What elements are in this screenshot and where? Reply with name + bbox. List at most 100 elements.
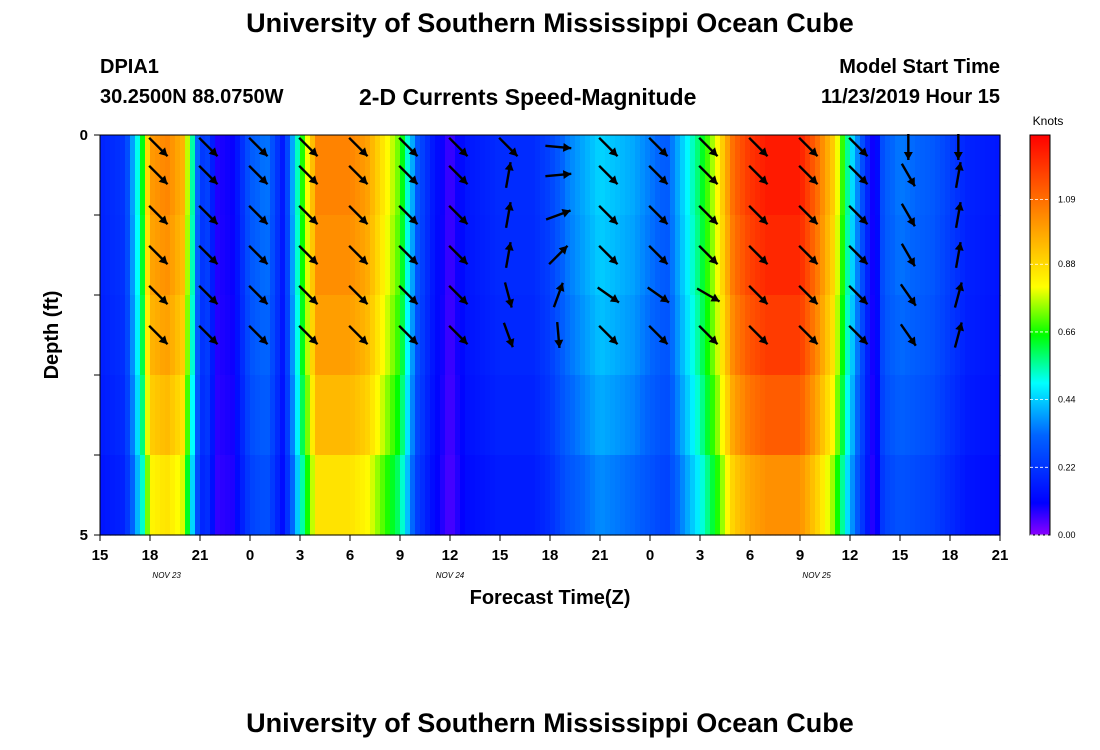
heatmap-cell bbox=[210, 135, 216, 216]
current-vector bbox=[598, 164, 619, 186]
heatmap-cell bbox=[230, 295, 236, 376]
heatmap-cell bbox=[815, 135, 821, 216]
heatmap-cell bbox=[625, 455, 631, 536]
heatmap-cell bbox=[270, 135, 276, 216]
heatmap-cell bbox=[800, 135, 806, 216]
heatmap-cell bbox=[770, 295, 776, 376]
current-vector bbox=[848, 164, 869, 186]
current-vector bbox=[798, 204, 819, 226]
heatmap-cell bbox=[775, 135, 781, 216]
heatmap-cell bbox=[960, 215, 966, 296]
heatmap-cell bbox=[245, 375, 251, 456]
heatmap-cell bbox=[480, 215, 486, 296]
heatmap-cell bbox=[170, 295, 176, 376]
x-tick-label: 0 bbox=[646, 547, 654, 564]
heatmap-cell bbox=[450, 295, 456, 376]
current-vector bbox=[398, 284, 419, 306]
heatmap-cell bbox=[785, 215, 791, 296]
heatmap-cell bbox=[560, 215, 566, 296]
heatmap-cell bbox=[785, 375, 791, 456]
heatmap-cell bbox=[890, 135, 896, 216]
heatmap-cell bbox=[835, 295, 841, 376]
heatmap-cell bbox=[415, 295, 421, 376]
current-vector bbox=[298, 136, 319, 158]
heatmap-cell bbox=[165, 455, 171, 536]
heatmap-cell bbox=[345, 455, 351, 536]
heatmap-cell bbox=[640, 455, 646, 536]
heatmap-cell bbox=[165, 375, 171, 456]
current-vector bbox=[545, 209, 571, 221]
heatmap-cell bbox=[340, 215, 346, 296]
heatmap-cell bbox=[735, 375, 741, 456]
heatmap-cell bbox=[730, 135, 736, 216]
heatmap-cell bbox=[760, 455, 766, 536]
heatmap-cell bbox=[350, 135, 356, 216]
heatmap-cell bbox=[705, 455, 711, 536]
heatmap-cell bbox=[950, 375, 956, 456]
heatmap-cell bbox=[625, 295, 631, 376]
heatmap-cell bbox=[485, 135, 491, 216]
heatmap-cell bbox=[260, 375, 266, 456]
heatmap-cell bbox=[670, 215, 676, 296]
heatmap-cell bbox=[570, 455, 576, 536]
heatmap-cell bbox=[380, 455, 386, 536]
heatmap-cell bbox=[375, 455, 381, 536]
heatmap-cell bbox=[935, 135, 941, 216]
heatmap-cell bbox=[545, 455, 551, 536]
heatmap-cell bbox=[385, 455, 391, 536]
heatmap-cell bbox=[520, 215, 526, 296]
heatmap-cell bbox=[345, 295, 351, 376]
heatmap-cell bbox=[855, 375, 861, 456]
heatmap-cell bbox=[845, 135, 851, 216]
heatmap-cell bbox=[140, 215, 146, 296]
heatmap-cell bbox=[655, 375, 661, 456]
heatmap-cell bbox=[400, 295, 406, 376]
heatmap-cell bbox=[825, 135, 831, 216]
heatmap-cell bbox=[510, 135, 516, 216]
heatmap-cell bbox=[865, 215, 871, 296]
heatmap-cell bbox=[370, 135, 376, 216]
heatmap-cell bbox=[375, 375, 381, 456]
current-vector bbox=[748, 284, 769, 306]
heatmap-cell bbox=[570, 375, 576, 456]
heatmap-cell bbox=[360, 455, 366, 536]
heatmap-cell bbox=[525, 375, 531, 456]
heatmap-cell bbox=[980, 295, 986, 376]
heatmap-cell bbox=[200, 135, 206, 216]
current-vector bbox=[503, 282, 514, 308]
y-axis-label: Depth (ft) bbox=[41, 291, 63, 380]
heatmap-cell bbox=[615, 215, 621, 296]
heatmap-cell bbox=[620, 455, 626, 536]
heatmap-cell bbox=[475, 375, 481, 456]
current-vector bbox=[648, 136, 669, 158]
heatmap-cell bbox=[580, 375, 586, 456]
heatmap-cell bbox=[185, 455, 191, 536]
heatmap-cell bbox=[700, 295, 706, 376]
heatmap-cell bbox=[130, 375, 136, 456]
heatmap-cell bbox=[615, 295, 621, 376]
heatmap-cell bbox=[840, 455, 846, 536]
heatmap-cell bbox=[100, 375, 106, 456]
heatmap-cell bbox=[715, 295, 721, 376]
heatmap-cell bbox=[355, 455, 361, 536]
heatmap-cell bbox=[155, 375, 161, 456]
heatmap-cell bbox=[245, 135, 251, 216]
colorbar-tick-label: 0.88 bbox=[1058, 259, 1076, 269]
heatmap-cell bbox=[350, 215, 356, 296]
heatmap-cell bbox=[225, 375, 231, 456]
heatmap-cell bbox=[180, 455, 186, 536]
heatmap-cell bbox=[435, 455, 441, 536]
heatmap-cell bbox=[815, 295, 821, 376]
heatmap-cell bbox=[750, 455, 756, 536]
heatmap-cell bbox=[245, 455, 251, 536]
heatmap-cell bbox=[870, 135, 876, 216]
heatmap-cell bbox=[415, 215, 421, 296]
heatmap-cell bbox=[430, 375, 436, 456]
heatmap-cell bbox=[395, 455, 401, 536]
heatmap-cell bbox=[440, 375, 446, 456]
heatmap-cell bbox=[765, 375, 771, 456]
current-vector bbox=[698, 324, 719, 346]
heatmap-cell bbox=[700, 135, 706, 216]
heatmap-cell bbox=[665, 295, 671, 376]
heatmap-cell bbox=[855, 455, 861, 536]
